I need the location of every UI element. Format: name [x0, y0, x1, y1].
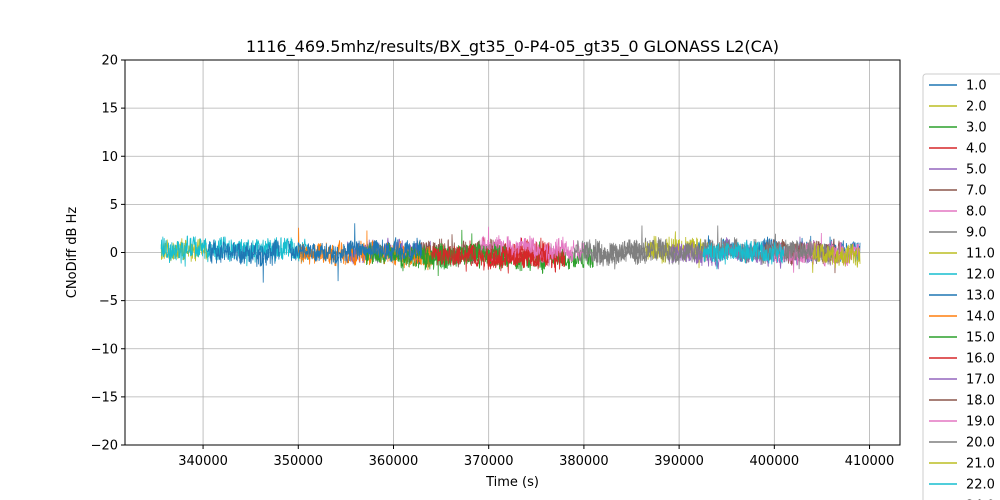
series-line-11-0: [645, 231, 709, 269]
legend-label: 9.0: [966, 226, 987, 241]
series-line-12-0: [160, 235, 309, 267]
y-axis-ticks: −20 −15 −10 −5 0 5 10 15 20: [91, 54, 125, 454]
legend: 1.0 2.0 3.0 4.0 5.0 7.0 8.0 9.0 11.0 12.0 13.0 14.0…: [922, 73, 1000, 500]
legend-label: 22.0: [966, 478, 995, 493]
y-axis-label: CNoDiff dB Hz: [65, 207, 80, 299]
y-tick-label: 0: [110, 246, 118, 261]
y-tick-label: 15: [101, 102, 118, 117]
legend-label: 21.0: [966, 457, 995, 472]
x-axis-ticks: 340000 350000 360000 370000 380000 390000 4000…: [178, 445, 894, 469]
x-axis-label: Time (s): [485, 475, 539, 490]
legend-label: 2.0: [966, 100, 987, 115]
legend-label: 18.0: [966, 394, 995, 409]
y-tick-label: −10: [91, 342, 118, 357]
legend-label: 3.0: [966, 121, 987, 136]
legend-label: 1.0: [966, 79, 987, 94]
legend-label: 20.0: [966, 436, 995, 451]
legend-label: 5.0: [966, 163, 987, 178]
series-line-20-0: [593, 225, 832, 270]
legend-label: 15.0: [966, 331, 995, 346]
x-tick-label: 410000: [845, 454, 895, 469]
series-line-22-0: [702, 240, 785, 270]
legend-label: 16.0: [966, 352, 995, 367]
x-tick-label: 400000: [750, 454, 800, 469]
x-tick-label: 370000: [464, 454, 514, 469]
legend-label: 17.0: [966, 373, 995, 388]
series-line-15-0: [364, 240, 509, 272]
legend-label: 19.0: [966, 415, 995, 430]
legend-label: 13.0: [966, 289, 995, 304]
series-line-24-0: [288, 223, 423, 282]
series-line-8-0: [478, 226, 585, 267]
x-tick-label: 380000: [559, 454, 609, 469]
legend-label: 7.0: [966, 184, 987, 199]
x-tick-label: 350000: [273, 454, 323, 469]
legend-label: 4.0: [966, 142, 987, 157]
y-tick-label: 20: [101, 54, 118, 69]
x-tick-label: 390000: [654, 454, 704, 469]
x-tick-label: 360000: [369, 454, 419, 469]
y-tick-label: 10: [101, 150, 118, 165]
series-line-21-0: [812, 242, 861, 273]
legend-items: 1.0 2.0 3.0 4.0 5.0 7.0 8.0 9.0 11.0 12.0 13.0 14.0…: [929, 79, 995, 500]
x-tick-label: 340000: [178, 454, 228, 469]
y-tick-label: −15: [91, 390, 118, 405]
y-tick-label: −20: [91, 439, 118, 454]
series-line-16-0: [431, 244, 547, 272]
y-tick-label: −5: [99, 294, 118, 309]
legend-label: 24.0: [966, 499, 995, 500]
series-lines: [160, 223, 861, 283]
legend-label: 11.0: [966, 247, 995, 262]
legend-label: 8.0: [966, 205, 987, 220]
series-line-13-0: [207, 239, 280, 283]
legend-frame: [922, 73, 1000, 500]
y-tick-label: 5: [110, 198, 118, 213]
chart-title: 1116_469.5mhz/results/BX_gt35_0-P4-05_gt…: [246, 37, 779, 57]
legend-label: 12.0: [966, 268, 995, 283]
legend-label: 14.0: [966, 310, 995, 325]
